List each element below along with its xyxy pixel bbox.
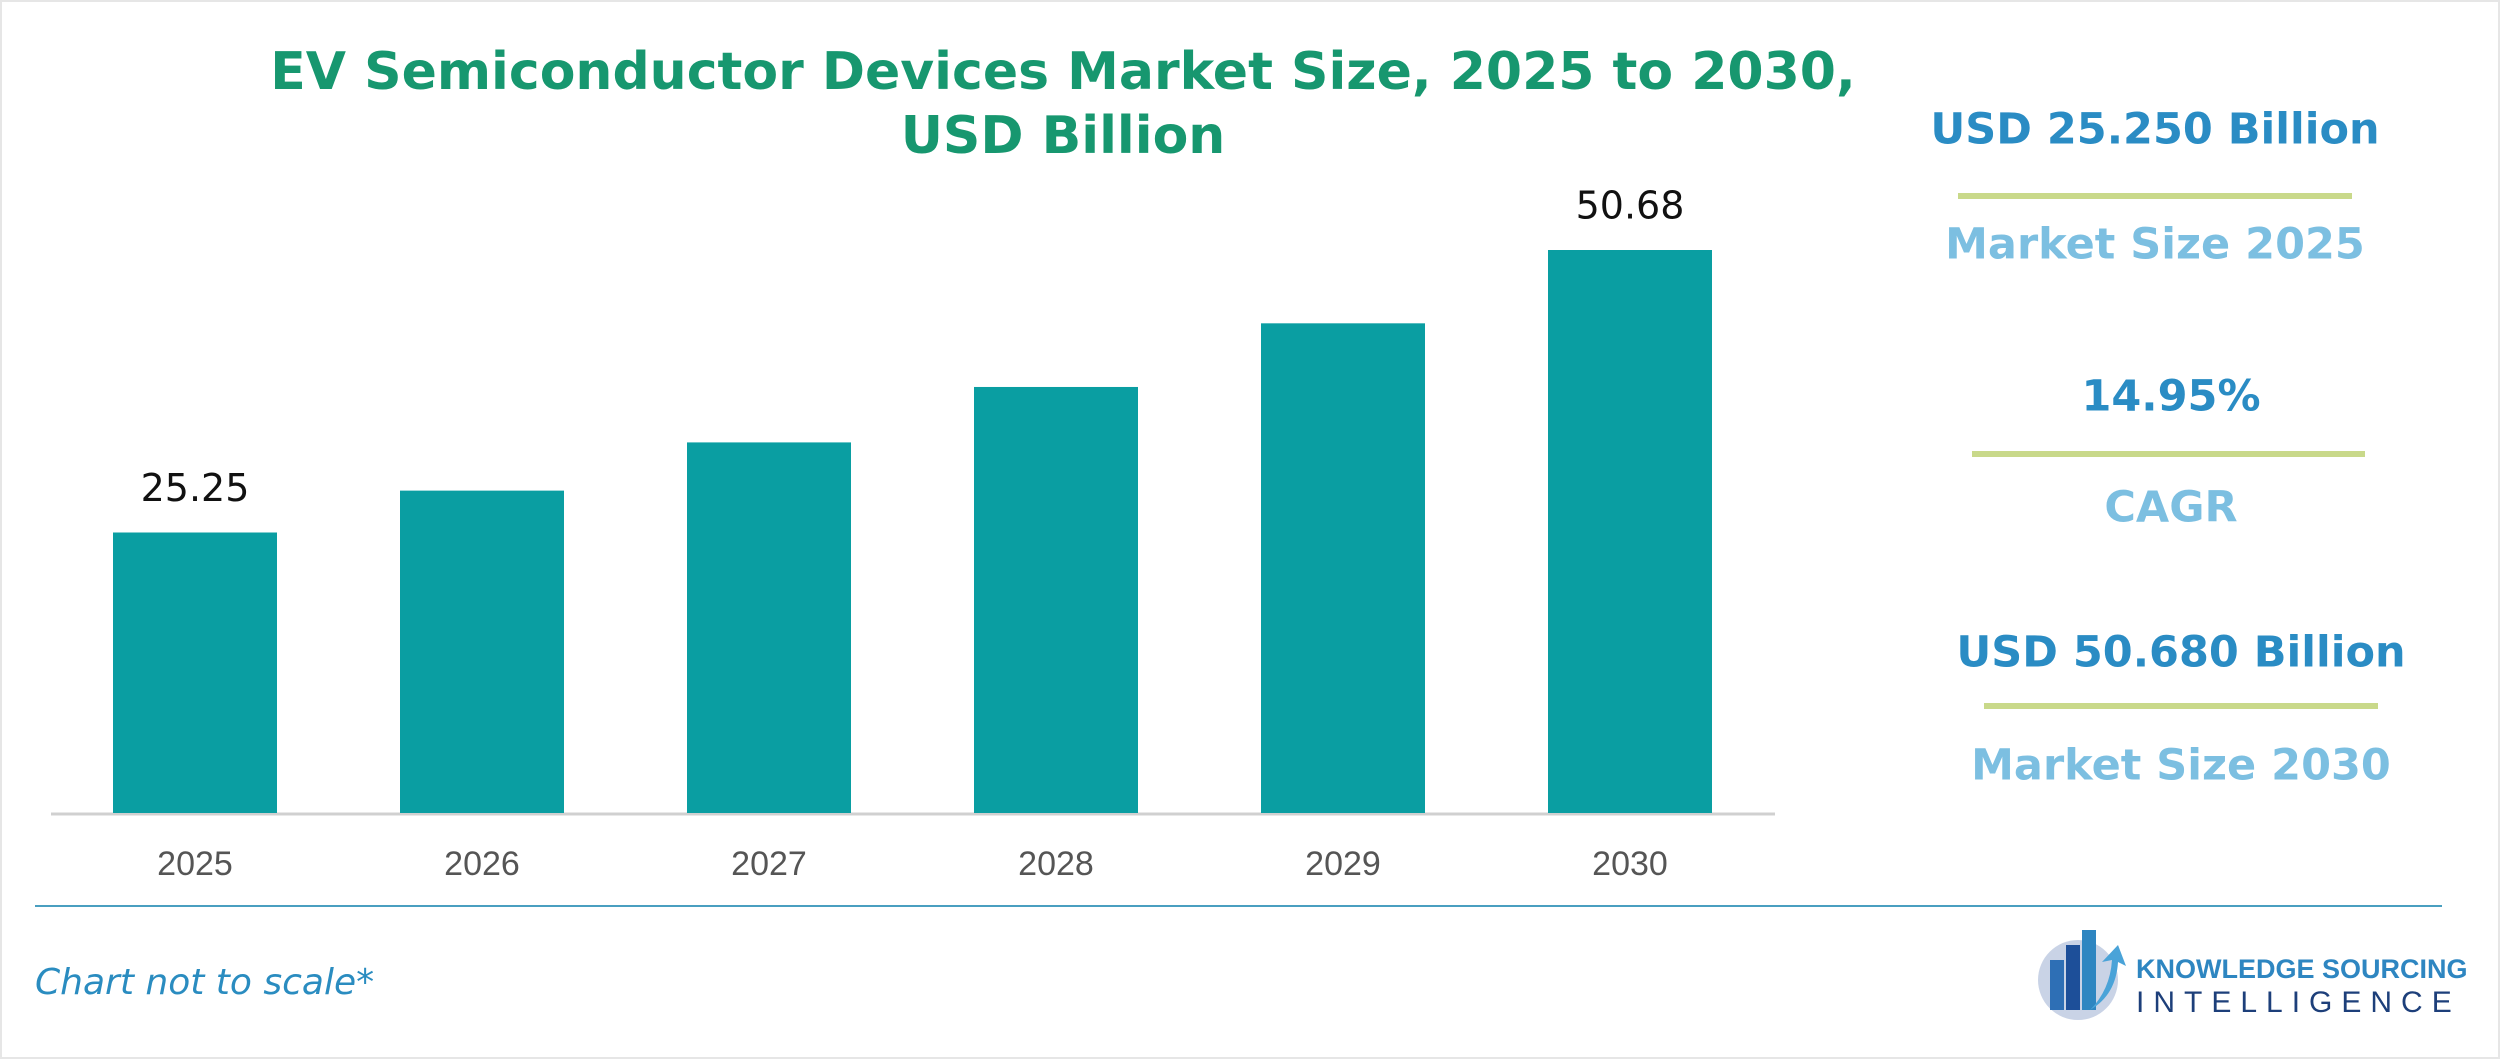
stat-label: Market Size 2030 <box>1971 741 2391 791</box>
data-label: 50.68 <box>1576 184 1685 228</box>
stat-label: Market Size 2025 <box>1945 220 2365 270</box>
logo-top: KNOWLEDGE SOURCING <box>2136 954 2468 984</box>
logo-bottom: INTELLIGENCE <box>2136 986 2461 1019</box>
x-tick-label: 2026 <box>444 845 520 883</box>
bar <box>1261 323 1425 813</box>
bar <box>974 386 1138 813</box>
chart-subtitle: USD Billion <box>901 106 1226 166</box>
x-tick-label: 2029 <box>1305 845 1381 883</box>
chart-title: EV Semiconductor Devices Market Size, 20… <box>270 42 1855 102</box>
stat-label: CAGR <box>2104 483 2237 533</box>
stat-value: USD 50.680 Billion <box>1956 628 2405 678</box>
footer-note: Chart not to scale* <box>35 962 374 1003</box>
x-tick-label: 2028 <box>1018 845 1094 883</box>
stat-value: USD 25.250 Billion <box>1930 105 2379 155</box>
bar <box>113 532 277 813</box>
bar <box>400 490 564 813</box>
x-tick-label: 2030 <box>1592 845 1668 883</box>
logo-icon <box>2038 930 2126 1020</box>
stats-panel: USD 25.250 Billion Market Size 2025 14.95%… <box>1930 105 2405 791</box>
data-label: 25.25 <box>141 466 250 510</box>
bar <box>687 442 851 813</box>
bar <box>1548 250 1712 813</box>
stat-value: 14.95% <box>2081 372 2260 422</box>
x-tick-label: 2025 <box>157 845 233 883</box>
x-tick-label: 2027 <box>731 845 807 883</box>
